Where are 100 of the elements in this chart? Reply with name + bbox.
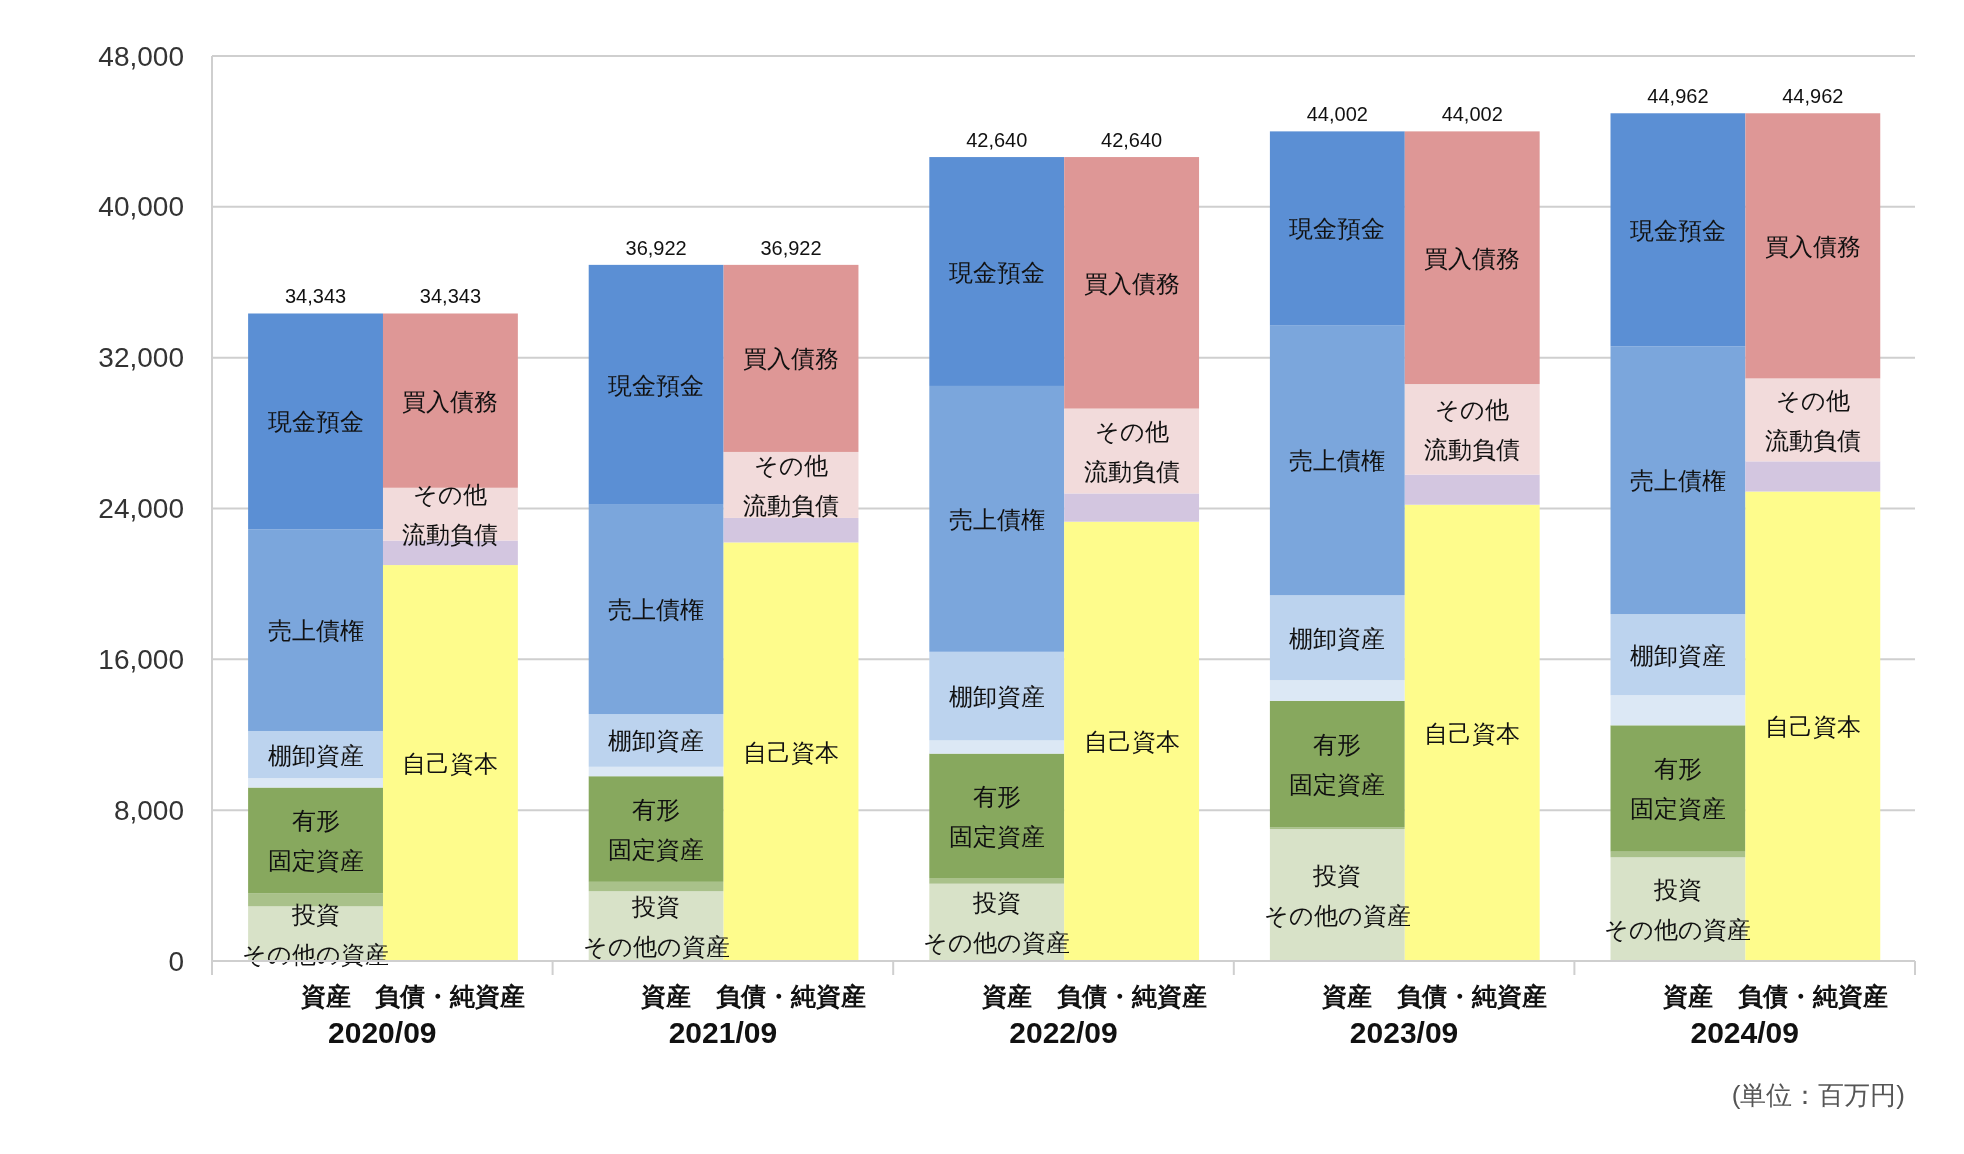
x-tick-label: 資産	[640, 982, 692, 1010]
bar	[1745, 461, 1881, 492]
total-label: 44,002	[1306, 103, 1368, 126]
text: その他流動負債	[1083, 417, 1180, 485]
text: 2020/09	[328, 1016, 437, 1049]
bar	[1610, 695, 1746, 726]
text: 有形固定資産	[1289, 730, 1386, 798]
bar	[588, 504, 724, 715]
bar	[929, 878, 1065, 884]
text: 有形固定資産	[1629, 754, 1726, 822]
text: 棚卸資産	[1289, 624, 1386, 652]
text: 有形固定資産	[267, 806, 364, 874]
text: 現金預金	[1629, 216, 1726, 244]
x-tick-label: 資産	[980, 982, 1032, 1010]
text: 投資その他の資産	[1604, 875, 1752, 943]
bar	[1064, 493, 1200, 522]
total-label: 44,002	[1441, 103, 1503, 126]
bar	[588, 766, 724, 777]
total-label: 34,343	[419, 285, 482, 308]
y-tick-label: 32,000	[98, 342, 184, 374]
bar	[1269, 325, 1405, 596]
bar	[1404, 474, 1540, 505]
x-tick-label: 資産	[1321, 982, 1373, 1010]
y-tick-label: 40,000	[98, 191, 184, 223]
bar	[1269, 595, 1405, 681]
bar	[588, 881, 724, 892]
y-tick-label: 24,000	[98, 493, 184, 524]
total-label: 44,962	[1782, 85, 1844, 108]
text: 現金預金	[608, 371, 705, 399]
text: 買入債務	[1764, 232, 1861, 260]
bar	[248, 778, 383, 788]
total-label: 44,962	[1647, 85, 1709, 108]
total-label: 42,640	[966, 129, 1028, 152]
text: 自己資本	[1424, 719, 1521, 747]
text: 2024/09	[1690, 1016, 1799, 1049]
bar	[1610, 346, 1746, 615]
total-label: 34,343	[284, 285, 347, 308]
y-tick-label: 8,000	[113, 794, 184, 826]
series-label: 売上債権	[1289, 446, 1386, 474]
text: 買入債務	[1424, 244, 1521, 272]
bar	[1404, 131, 1540, 385]
bar	[929, 651, 1065, 741]
series-label: 投資その他の資産	[582, 892, 730, 960]
total-label: 42,640	[1101, 129, 1163, 152]
text: 現金預金	[948, 258, 1045, 285]
text: 自己資本	[402, 749, 499, 777]
series-label: 自己資本	[1083, 727, 1180, 755]
x-tick-label: 負債・純資産	[1397, 982, 1548, 1010]
bar	[1610, 113, 1746, 347]
text: 2022/09	[1009, 1016, 1118, 1049]
series-label: 棚卸資産	[267, 741, 364, 769]
text: 投資その他の資産	[923, 888, 1071, 956]
bar	[1745, 113, 1881, 379]
series-label: 買入債務	[1083, 269, 1180, 297]
x-tick-label: 負債・純資産	[1737, 982, 1888, 1010]
text: その他流動負債	[402, 480, 499, 548]
x-tick-label: 負債・純資産	[716, 982, 867, 1010]
total-label: 36,922	[625, 236, 687, 259]
text: その他流動負債	[1424, 395, 1521, 463]
bar	[588, 264, 724, 505]
x-tick-label: 資産	[1661, 982, 1713, 1010]
bar	[1269, 700, 1405, 828]
bar	[1064, 157, 1200, 409]
bar	[1610, 725, 1746, 852]
text: 現金預金	[267, 407, 364, 435]
y-tick-label: 48,000	[98, 40, 184, 72]
text: 自己資本	[1764, 712, 1861, 740]
text: その他流動負債	[1764, 386, 1861, 454]
text: 買入債務	[743, 344, 840, 372]
bar	[929, 157, 1065, 386]
x-tick-label: 負債・純資産	[375, 982, 526, 1010]
y-tick-label: 0	[168, 945, 184, 977]
bar	[1269, 131, 1405, 326]
text: 棚卸資産	[608, 726, 705, 754]
text: 投資その他の資産	[1263, 861, 1411, 929]
series-label: 有形固定資産	[608, 795, 705, 863]
text: 売上債権	[267, 616, 364, 644]
series-label: その他流動負債	[743, 451, 840, 519]
bar	[248, 529, 383, 731]
bar	[929, 740, 1065, 754]
bar	[248, 313, 383, 530]
text: 棚卸資産	[948, 682, 1045, 710]
text: 売上債権	[1629, 466, 1726, 494]
bar	[929, 753, 1065, 879]
x-tick-label: 資産	[299, 982, 351, 1010]
bar	[723, 517, 859, 543]
total-label: 36,922	[760, 236, 822, 259]
text: 2021/09	[668, 1016, 778, 1049]
bar	[1269, 680, 1405, 701]
text: (単位：百万円)	[1731, 1080, 1905, 1110]
text: 有形固定資産	[948, 782, 1045, 850]
text: 売上債権	[948, 505, 1045, 533]
text: 棚卸資産	[1629, 641, 1726, 669]
text: 自己資本	[743, 738, 840, 766]
text: 売上債権	[608, 595, 705, 623]
x-tick-label: 負債・純資産	[1056, 982, 1207, 1010]
bar	[929, 385, 1065, 652]
series-label: 現金預金	[1289, 215, 1386, 242]
y-tick-label: 16,000	[98, 643, 184, 675]
text: 2023/09	[1349, 1016, 1459, 1049]
